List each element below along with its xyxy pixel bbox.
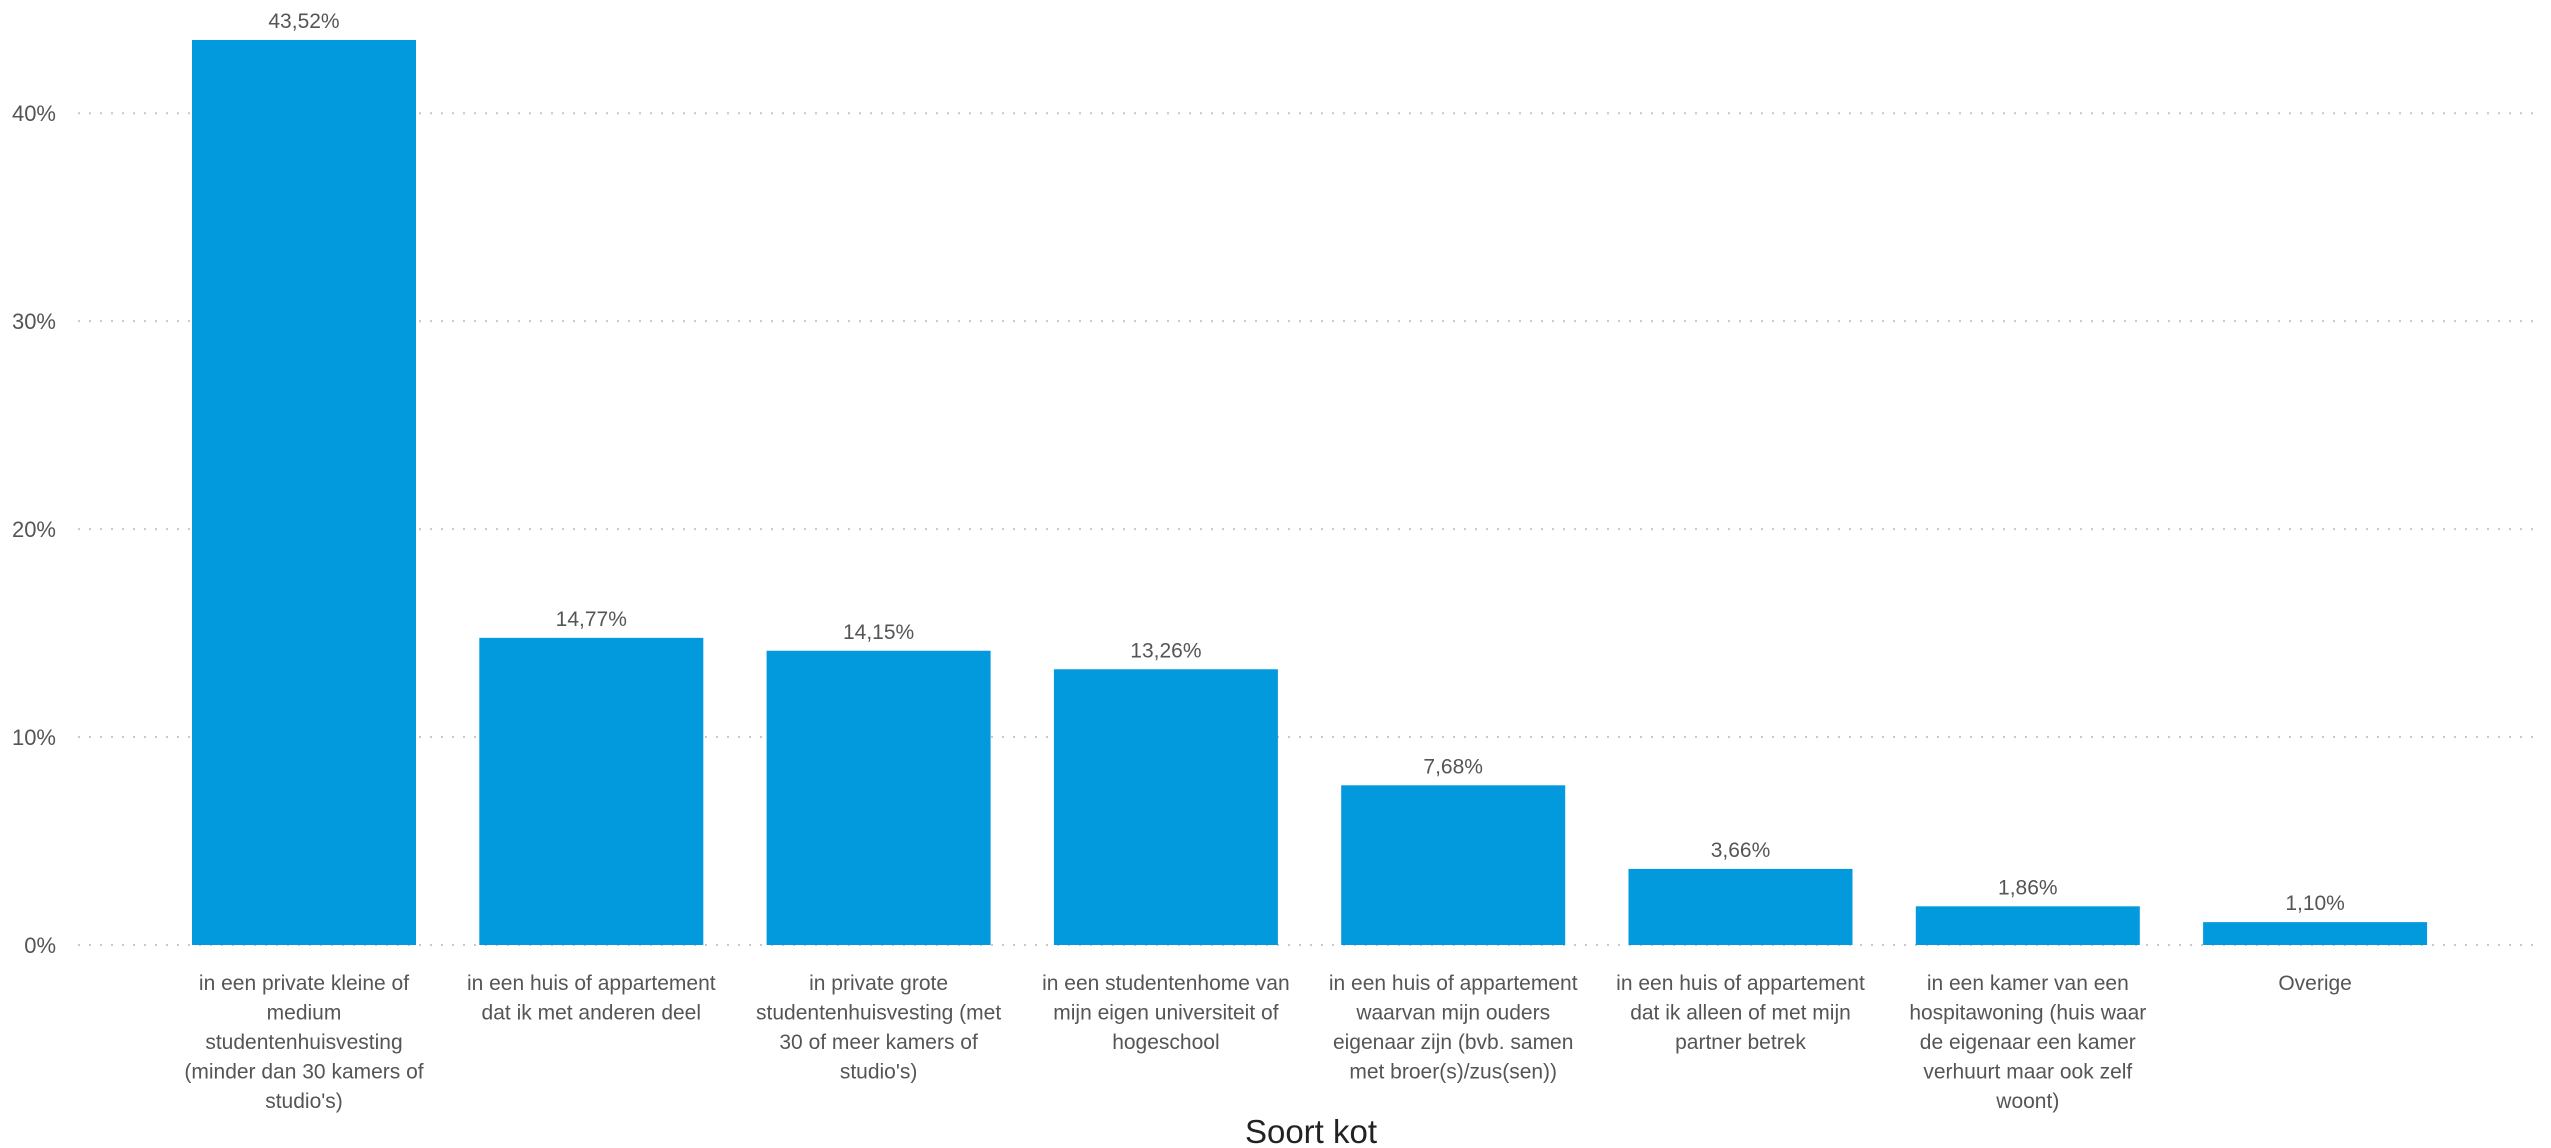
bar[interactable] [2203, 922, 2428, 945]
data-label: 1,86% [1998, 876, 2058, 899]
x-tick-label: in een kamer van een hospitawoning (huis … [1909, 972, 2146, 1113]
bar[interactable] [766, 650, 991, 945]
x-axis-title: Soort kot [1245, 1113, 1377, 1148]
x-tick-label: Overige [2278, 972, 2352, 995]
x-tick-label-line: verhuurt maar ook zelf [1923, 1061, 2132, 1084]
x-tick-label-line: hogeschool [1112, 1031, 1219, 1054]
y-tick-label: 30% [12, 309, 56, 334]
bar[interactable] [479, 637, 704, 945]
x-tick-label-line: woont) [1995, 1090, 2059, 1113]
y-tick-label: 40% [12, 101, 56, 126]
bar[interactable] [1915, 906, 2140, 945]
x-tick-label-line: dat ik met anderen deel [482, 1002, 701, 1025]
data-label: 1,10% [2285, 892, 2345, 915]
data-label: 13,26% [1130, 639, 1201, 662]
x-tick-label: in private grote studentenhuisvesting (me… [756, 972, 1001, 1084]
data-label: 43,52% [268, 10, 339, 33]
data-label: 3,66% [1711, 839, 1771, 862]
x-tick-label-line: eigenaar zijn (bvb. samen [1333, 1031, 1573, 1054]
x-tick-label: in een huis of appartement dat ik alleen … [1616, 972, 1865, 1054]
x-tick-label-line: in een private kleine of [199, 972, 409, 995]
data-labels: 43,52% 14,77% 14,15% 13,26% 7,68% 3,66% 1,86% 1… [268, 10, 2344, 915]
x-tick-label-line: in een huis of appartement [467, 972, 716, 995]
x-tick-label-line: studio's) [840, 1061, 918, 1084]
x-tick-label-line: Overige [2278, 972, 2352, 995]
y-tick-label: 20% [12, 517, 56, 542]
bar[interactable] [192, 40, 416, 945]
bar[interactable] [1341, 785, 1566, 945]
data-label: 14,15% [843, 621, 914, 644]
y-tick-label: 0% [24, 933, 56, 958]
bar[interactable] [1628, 868, 1853, 945]
x-tick-label-line: waarvan mijn ouders [1355, 1002, 1550, 1025]
bars [192, 40, 2428, 945]
x-tick-label-line: in een huis of appartement [1616, 972, 1865, 995]
gridlines [78, 112, 2540, 946]
y-tick-label: 10% [12, 725, 56, 750]
x-tick-label-line: in een kamer van een [1927, 972, 2129, 995]
bar[interactable] [1053, 669, 1278, 945]
x-tick-label-line: in een studentenhome van [1042, 972, 1290, 995]
x-tick-label-line: studentenhuisvesting [205, 1031, 402, 1054]
x-tick-label-line: studentenhuisvesting (met [756, 1002, 1001, 1025]
x-tick-label-line: de eigenaar een kamer [1920, 1031, 2136, 1054]
x-tick-label-line: studio's) [265, 1090, 343, 1113]
x-tick-label-line: (minder dan 30 kamers of [184, 1061, 423, 1084]
x-tick-label-line: 30 of meer kamers of [779, 1031, 978, 1054]
x-axis: in een private kleine of medium studentenh… [184, 972, 2352, 1113]
x-tick-label: in een huis of appartement dat ik met and… [467, 972, 716, 1025]
x-tick-label-line: mijn eigen universiteit of [1053, 1002, 1278, 1025]
x-tick-label-line: medium [267, 1002, 342, 1025]
x-tick-label-line: met broer(s)/zus(sen)) [1349, 1061, 1557, 1084]
data-label: 7,68% [1423, 755, 1483, 778]
x-tick-label-line: partner betrek [1675, 1031, 1806, 1054]
x-tick-label-line: hospitawoning (huis waar [1909, 1002, 2146, 1025]
x-tick-label: in een huis of appartement waarvan mijn o… [1329, 972, 1578, 1084]
x-tick-label-line: dat ik alleen of met mijn [1630, 1002, 1851, 1025]
x-tick-label: in een studentenhome van mijn eigen unive… [1042, 972, 1290, 1054]
x-tick-label-line: in een huis of appartement [1329, 972, 1578, 995]
x-tick-label: in een private kleine of medium studentenh… [184, 972, 423, 1113]
y-axis: 0% 10% 20% 30% 40% [12, 101, 56, 958]
data-label: 14,77% [556, 608, 627, 631]
x-tick-label-line: in private grote [809, 972, 948, 995]
